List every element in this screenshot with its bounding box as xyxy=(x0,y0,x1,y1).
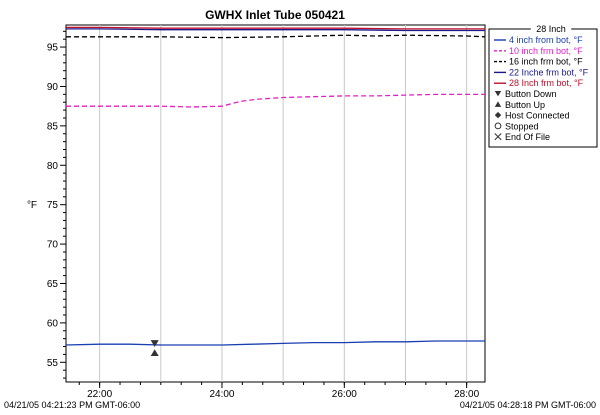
legend-entry: 4 inch from bot, °F xyxy=(509,35,583,45)
y-tick-label: 75 xyxy=(47,200,59,211)
legend-entry: 22 Inche frm bot, °F xyxy=(509,67,589,77)
legend-symbol xyxy=(494,101,502,107)
legend-symbol xyxy=(494,90,502,97)
legend-entry: Button Down xyxy=(505,89,557,99)
footer-end-time: 04/21/05 04:28:18 PM GMT-06:00 xyxy=(460,400,596,410)
y-tick-label: 55 xyxy=(47,358,59,369)
series-line xyxy=(66,93,485,108)
legend-entry: Button Up xyxy=(505,100,545,110)
y-tick-label: 95 xyxy=(47,43,59,54)
legend-entry: 10 inch frm bot, °F xyxy=(509,46,583,56)
event-marker xyxy=(150,349,159,357)
legend-symbol xyxy=(494,122,502,130)
legend-entry: End Of File xyxy=(505,132,550,142)
y-tick-label: 65 xyxy=(47,279,59,290)
legend-symbol xyxy=(494,133,502,141)
series-line xyxy=(65,340,485,346)
x-tick-label: 24:00 xyxy=(209,389,234,400)
legend-box xyxy=(488,28,598,148)
y-tick-label: 80 xyxy=(47,161,59,172)
y-axis-label: °F xyxy=(27,200,37,211)
x-tick-label: 22:00 xyxy=(87,389,112,400)
y-tick-label: 70 xyxy=(47,240,59,251)
footer-start-time: 04/21/05 04:21:23 PM GMT-06:00 xyxy=(4,400,140,410)
y-tick-label: 60 xyxy=(47,318,59,329)
y-tick-label: 85 xyxy=(47,121,59,132)
chart-title: GWHX Inlet Tube 050421 xyxy=(205,8,345,22)
legend-title-backdrop xyxy=(530,27,572,32)
x-tick-label: 26:00 xyxy=(332,389,357,400)
plot-area: 22:00 24:00 26:00 28:00 55 60 65 70 75 80 85 90 95 xyxy=(47,24,486,400)
legend-entry: Stopped xyxy=(505,121,539,131)
plot-frame xyxy=(65,24,486,383)
series-line xyxy=(66,26,485,30)
legend-title: 28 Inch xyxy=(536,24,566,34)
event-marker xyxy=(150,340,159,347)
series-line xyxy=(66,34,486,39)
series-line xyxy=(66,28,485,32)
legend-entry: Host Connected xyxy=(505,111,570,121)
y-tick-label: 90 xyxy=(47,82,59,93)
x-stroke xyxy=(494,133,502,141)
legend-entry: 28 Inch frm bot, °F xyxy=(509,78,584,88)
legend-symbol xyxy=(494,111,502,119)
x-tick-label: 28:00 xyxy=(454,389,479,400)
legend-entry: 16 inch frm bot, °F xyxy=(509,57,583,67)
